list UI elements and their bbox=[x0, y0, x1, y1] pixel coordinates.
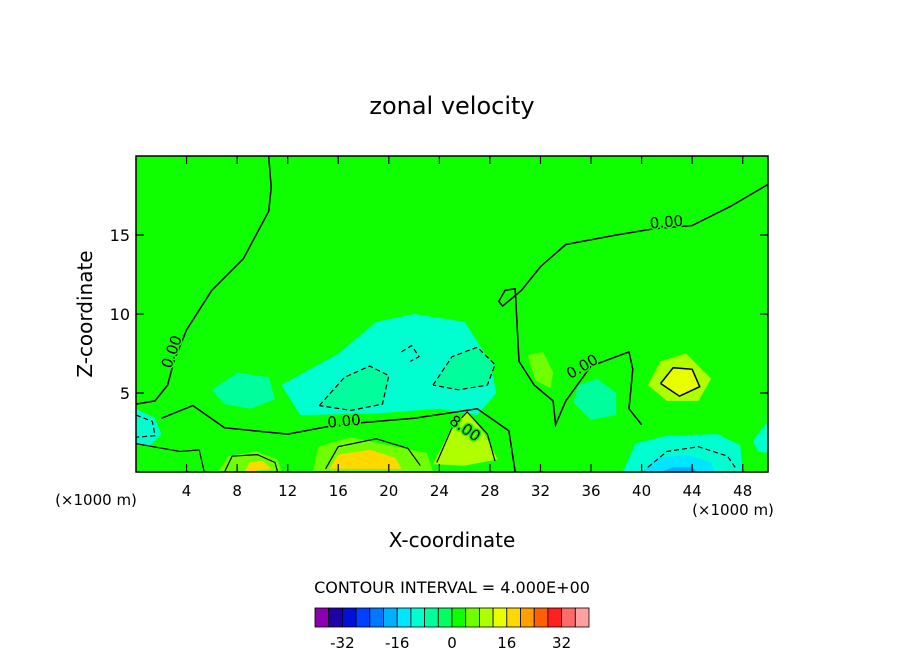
colorbar-swatch bbox=[533, 607, 549, 628]
x-tick-label: 36 bbox=[581, 482, 600, 500]
colorbar-swatch bbox=[492, 607, 508, 628]
colorbar-swatch bbox=[369, 607, 384, 628]
neg-contour-low bbox=[647, 446, 736, 468]
colorbar-swatch bbox=[437, 607, 453, 628]
neg-contour-small bbox=[401, 344, 420, 362]
x-tick-label: 32 bbox=[531, 482, 550, 500]
colorbar-swatch bbox=[383, 607, 398, 628]
pos-region-upper-i bbox=[660, 367, 700, 397]
zero-contour-right bbox=[497, 183, 769, 428]
contour-label: 0.00 bbox=[649, 212, 684, 233]
x-unit-left: (×1000 m) bbox=[55, 491, 137, 509]
colorbar-swatch bbox=[396, 607, 412, 628]
colorbar-tick-label: -32 bbox=[330, 634, 355, 652]
x-tick-label: 8 bbox=[232, 482, 242, 500]
zero-contour-mid bbox=[161, 404, 516, 473]
x-tick-label: 24 bbox=[430, 482, 449, 500]
pos-region-low-lc bbox=[244, 460, 272, 472]
pos-contour-upper bbox=[660, 366, 701, 398]
x-tick-label: 12 bbox=[278, 482, 297, 500]
pos-region-core bbox=[329, 449, 402, 469]
colorbar-swatch bbox=[506, 607, 521, 628]
colorbar-swatch bbox=[341, 607, 357, 628]
x-tick-label: 44 bbox=[683, 482, 702, 500]
colorbar-tick-label: 32 bbox=[552, 634, 571, 652]
colorbar-swatch bbox=[574, 607, 590, 628]
colorbar-swatch bbox=[328, 607, 343, 628]
y-axis: 5 10 15 bbox=[110, 226, 768, 403]
neg-region-lowr-c bbox=[660, 467, 698, 472]
y-tick-label: 5 bbox=[120, 384, 130, 403]
colorbar-ticks: -32 -16 0 16 32 bbox=[330, 634, 571, 652]
colorbar-swatch bbox=[314, 607, 330, 628]
neg-region-core-a bbox=[319, 366, 389, 411]
pos-region-small bbox=[527, 351, 554, 389]
neg-region-core-b bbox=[433, 347, 495, 390]
neg-region-right bbox=[573, 378, 617, 420]
chart-title: zonal velocity bbox=[369, 92, 534, 120]
colorbar-swatch bbox=[451, 607, 467, 628]
pos-region-ridge bbox=[433, 411, 498, 466]
x-unit-right: (×1000 m) bbox=[692, 501, 774, 519]
contour-lines bbox=[135, 155, 769, 473]
neg-region-edge-r bbox=[752, 421, 768, 454]
contour-label: 0.00 bbox=[327, 411, 362, 432]
x-axis: 4 8 12 16 20 24 28 32 36 40 44 48 bbox=[182, 156, 752, 500]
colorbar-tick-label: 16 bbox=[497, 634, 516, 652]
contour-interval-label: CONTOUR INTERVAL = 4.000E+00 bbox=[314, 578, 590, 597]
x-axis-label: X-coordinate bbox=[389, 528, 516, 552]
field-background bbox=[136, 156, 768, 472]
colorbar-swatch bbox=[424, 607, 439, 628]
x-tick-label: 4 bbox=[182, 482, 192, 500]
colorbar-swatch bbox=[547, 607, 563, 628]
neg-region-left bbox=[211, 372, 276, 409]
colorbar-swatch bbox=[478, 607, 494, 628]
colorbar-swatch bbox=[465, 607, 480, 628]
colorbar-swatch bbox=[355, 607, 371, 628]
colorbar bbox=[314, 607, 590, 628]
neg-region-lowr-i bbox=[641, 454, 715, 472]
colorbar-tick-label: 0 bbox=[447, 634, 457, 652]
x-tick-label: 48 bbox=[733, 482, 752, 500]
x-tick-label: 28 bbox=[480, 482, 499, 500]
pos-contour-low bbox=[325, 438, 421, 470]
y-axis-label: Z-coordinate bbox=[73, 250, 97, 377]
x-tick-label: 20 bbox=[379, 482, 398, 500]
colorbar-swatch bbox=[410, 607, 425, 628]
neg-contour-a bbox=[318, 365, 390, 412]
pos-contour-ridge bbox=[436, 411, 496, 463]
x-tick-label: 16 bbox=[329, 482, 348, 500]
colorbar-tick-label: -16 bbox=[385, 634, 410, 652]
neg-contour-b bbox=[432, 346, 496, 391]
y-tick-label: 10 bbox=[110, 305, 130, 324]
zero-contour-left bbox=[135, 155, 272, 405]
zero-contour-low bbox=[135, 443, 205, 473]
neg-contour-c bbox=[135, 414, 156, 438]
colorbar-swatch bbox=[520, 607, 535, 628]
x-tick-label: 40 bbox=[632, 482, 651, 500]
y-tick-label: 15 bbox=[110, 226, 130, 245]
pos-contour-lowl bbox=[223, 453, 279, 473]
colorbar-swatch bbox=[561, 607, 576, 628]
